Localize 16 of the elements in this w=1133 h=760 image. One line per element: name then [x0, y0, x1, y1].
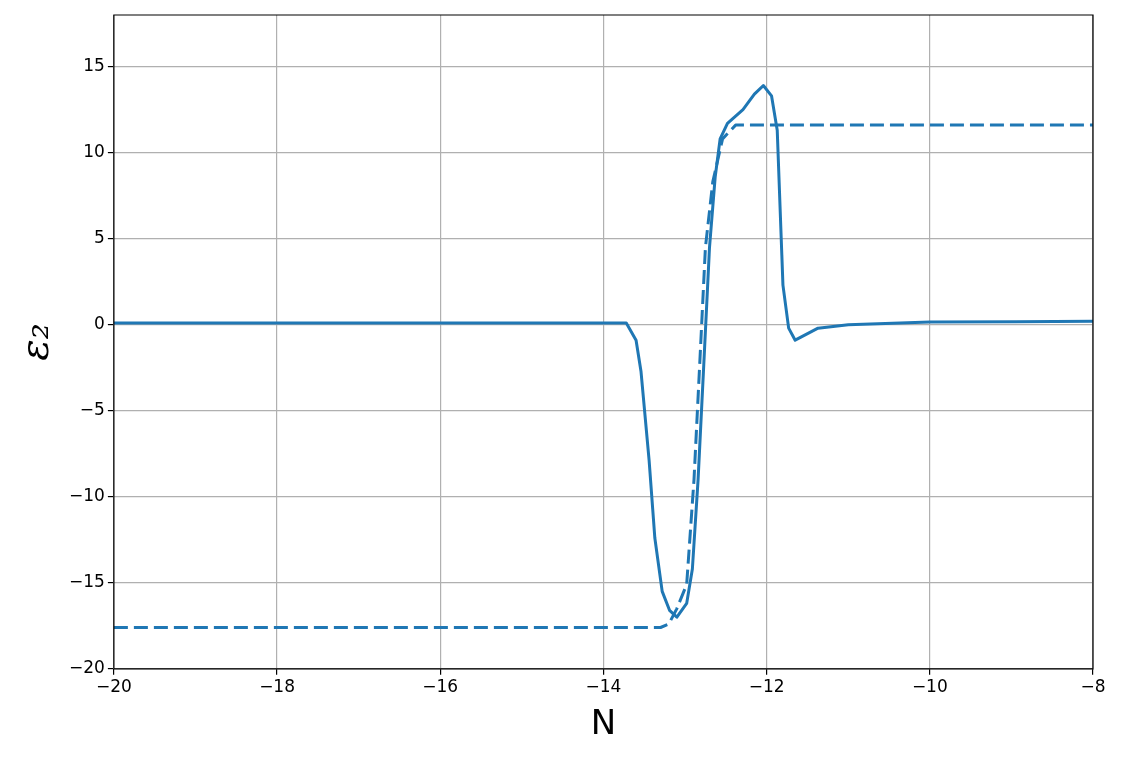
y-tick-label: 0: [94, 313, 105, 334]
y-tick-label: −10: [68, 485, 105, 506]
y-tick-label: −5: [79, 399, 105, 420]
y-tick-label: 5: [94, 227, 105, 248]
y-axis-title: ε₂: [11, 323, 58, 361]
y-tick-label: −15: [68, 571, 105, 592]
y-tick-label: 15: [83, 55, 105, 76]
x-tick-label: −18: [259, 676, 296, 697]
y-tick-label: 10: [83, 141, 105, 162]
y-tick-label: −20: [68, 657, 105, 678]
x-tick-label: −12: [748, 676, 785, 697]
x-tick-label: −8: [1080, 676, 1106, 697]
x-tick-label: −14: [585, 676, 622, 697]
x-axis-title: N: [590, 702, 617, 743]
x-tick-label: −16: [422, 676, 459, 697]
x-tick-label: −10: [911, 676, 948, 697]
